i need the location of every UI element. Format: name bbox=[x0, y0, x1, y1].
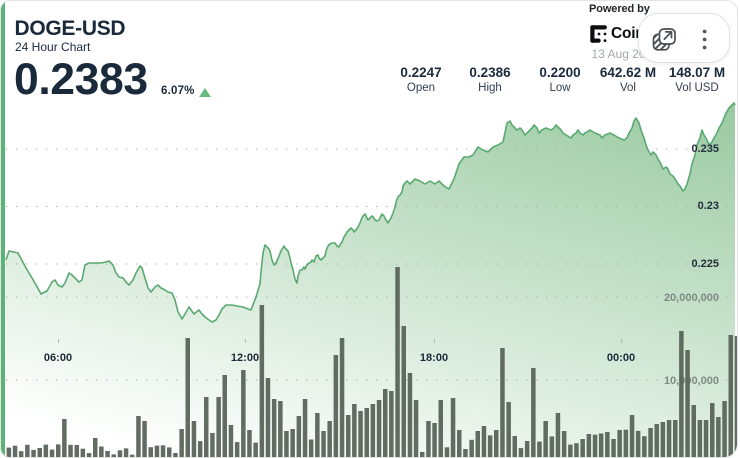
svg-text:20,000,000: 20,000,000 bbox=[664, 292, 719, 304]
svg-text:10,000,000: 10,000,000 bbox=[664, 375, 719, 387]
